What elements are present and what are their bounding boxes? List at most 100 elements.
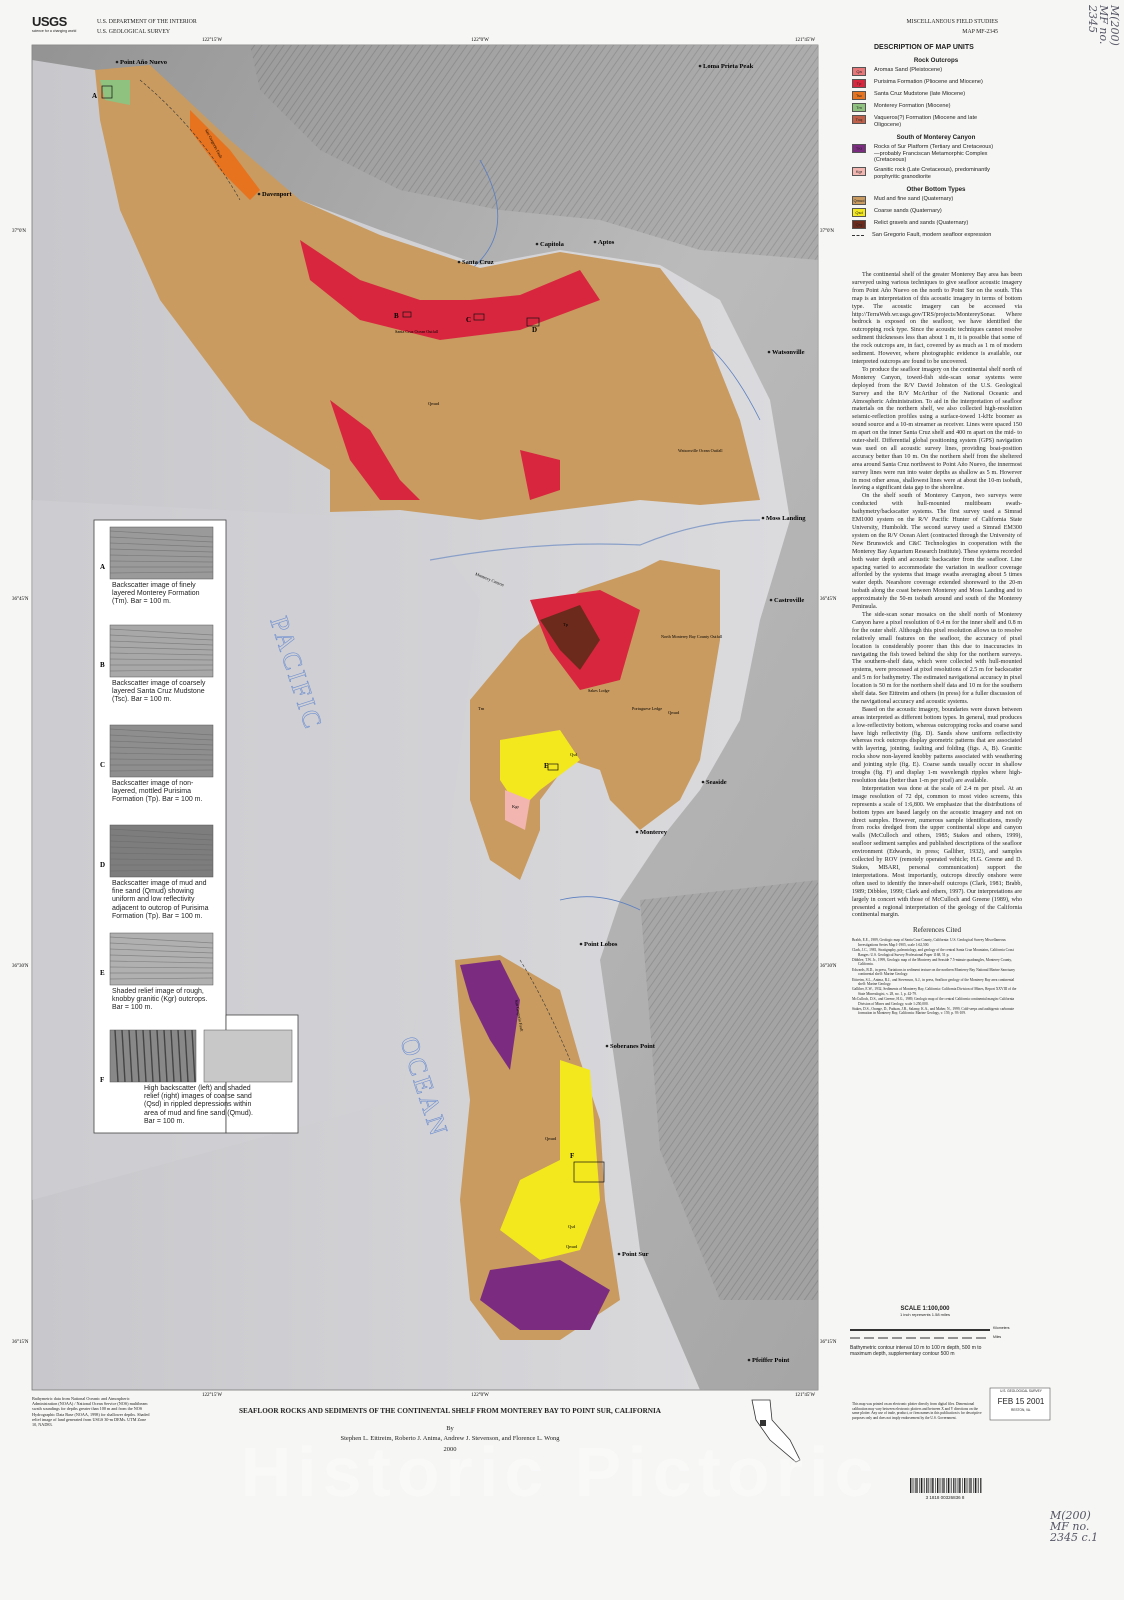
figure-box [402,311,412,318]
fault-line [139,79,571,1061]
canyon-line [429,519,761,561]
unit-area [460,960,520,1070]
legend-item: Kgr Granitic rock (Late Cretaceous), pred… [852,166,1020,180]
mountain-shading [640,880,818,1300]
barcode-bar [967,1478,969,1493]
stamp-place: RESTON, VA. [1011,1408,1031,1412]
barcode-bar [971,1478,972,1493]
figure-box-label: C [466,316,471,324]
barcode-bar [928,1478,929,1493]
barcode-bar [937,1478,939,1493]
scale-title: SCALE 1:100,000 [900,1306,950,1312]
reference: Dibblee, T.W. Jr., 1999, Geologic map of… [852,957,1012,967]
legend-item: Tm Monterey Formation (Miocene) [852,103,1020,112]
inset-texture [109,840,214,846]
paragraph: Based on the acoustic imagery, boundarie… [852,706,1022,784]
legend-label: Aromas Sand (Pleistocene) [874,67,943,73]
inset-texture [156,1029,161,1083]
legend-item: Qa Aromas Sand (Pleistocene) [852,67,1020,76]
legend-label: Mud and fine sand (Quaternary) [874,196,954,203]
inset-texture [109,752,214,756]
inset-texture [109,740,214,746]
paragraph: Interpretation was done at the scale of … [852,785,1022,919]
legend-title: DESCRIPTION OF MAP UNITS [874,44,974,51]
inset-texture [191,1029,196,1083]
place-label: Pfeiffer Point [752,1357,790,1364]
place-label: Watsonville [772,349,805,356]
unit-label: Qmud [428,401,440,406]
inset-texture [109,734,214,741]
place-label: Point Año Nuevo [120,59,167,66]
inset-texture [109,646,214,651]
place-marker [593,240,597,244]
latitude-label: 37°0'N [820,229,834,234]
legend-swatch: Qa [852,67,866,76]
contour-note: Bathymetric contour interval 10 m to 100… [850,1345,982,1357]
place-marker [115,60,119,64]
footer-title: SEAFLOOR ROCKS AND SEDIMENTS OF THE CONT… [239,1407,661,1415]
stamp-agency: U.S. GEOLOGICAL SURVEY [1000,1389,1042,1393]
inset-caption: Backscatter image of non-layered, mottle… [112,780,203,804]
barcode-bar [944,1478,945,1493]
longitude-label: 121°45'W [795,38,815,43]
longitude-label: 122°15'W [202,38,222,43]
inset-texture [109,536,214,543]
scale: SCALE 1:100,000 1 inch represents 1.58 m… [850,1306,1000,1317]
barcode-bar [960,1478,961,1493]
figure-box-label: B [394,312,399,320]
inset-texture [109,960,214,964]
barcode-bar [929,1478,931,1493]
inset-texture [109,858,214,861]
geologic-units [95,65,760,1340]
place-label: Capitola [540,241,565,248]
latitude-label: 37°0'N [12,229,26,234]
inset-letter: B [100,661,105,669]
inset-texture [109,852,214,856]
figure-box-label: F [570,1152,574,1160]
inset-texture [109,634,214,641]
footer-authors: Stephen L. Eittreim, Roberto J. Anima, A… [340,1435,560,1442]
inset-texture [109,954,214,959]
logo: USGS science for a changing world [32,14,92,33]
legend-swatch: Kgr [852,166,866,176]
barcode-bar [935,1478,936,1493]
barcode-bar [955,1478,956,1493]
legend-swatch: Tp [852,79,866,88]
inset-texture [135,1029,140,1083]
barcode-bar [973,1478,974,1493]
inset-texture [109,746,214,751]
inset-texture [109,936,214,944]
inset-texture [184,1029,189,1083]
unit-label: Kgr [512,804,519,809]
latitude-label: 36°15'N [820,1340,837,1345]
unit-area [520,450,560,500]
feature-label: Portuguese Ledge [632,706,662,711]
place-label: Point Sur [622,1251,649,1258]
inset-texture [109,942,214,949]
inset-texture [142,1029,147,1083]
inset-texture [128,1029,133,1083]
legend-item: Tp Purisima Formation (Pliocene and Mioce… [852,79,1020,88]
unit-area [540,605,600,670]
unit-label: Tm [478,706,485,711]
unit-area [330,400,420,500]
watermark: Historic Pictoric [240,1433,880,1511]
locator-box [760,1420,766,1426]
stamp: U.S. GEOLOGICAL SURVEY FEB 15 2001 RESTO… [992,1389,1050,1412]
barcode-bar [964,1478,966,1493]
fault-symbol [852,235,864,237]
inset-texture [109,828,214,836]
unit-area [500,1060,600,1260]
barcode-bar [926,1478,928,1493]
reference: Galliher, E.W., 1932, Sediments of Monte… [852,987,1017,996]
inset-caption: Backscatter image of mud and fine sand (… [112,880,209,920]
inset-image [109,526,214,580]
map-id: MAP MF-2345 [962,29,998,35]
inset-letter: C [100,761,105,769]
barcode-bar [956,1478,958,1493]
inset-texture [149,1029,154,1083]
inset-texture [109,966,214,969]
inset-texture [177,1029,182,1083]
footer-by: By [446,1425,454,1432]
inset-image [109,724,214,778]
